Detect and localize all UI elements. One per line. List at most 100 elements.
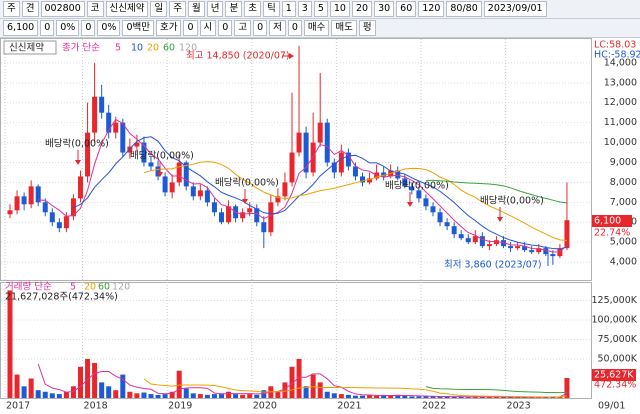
toolbar-item[interactable]: 매수 (303, 20, 330, 36)
toolbar-item[interactable]: 틱 (262, 1, 280, 17)
candle-body (106, 112, 112, 133)
toolbar-item[interactable]: 고 (234, 20, 252, 36)
y-tick-label: 4,000 (610, 257, 637, 268)
volume-moving-average (143, 378, 568, 398)
toolbar-item[interactable]: 5 (313, 1, 328, 17)
candle-body (183, 162, 189, 187)
volume-bar (92, 362, 98, 398)
dividend-label: 배당락(0,00%) (215, 177, 279, 189)
candle-body (536, 248, 542, 253)
candle-body (148, 162, 154, 167)
candle-body (155, 166, 161, 177)
toolbar-item[interactable]: 호가 (155, 20, 182, 36)
toolbar-item[interactable]: 10 (329, 1, 350, 17)
toolbar-item[interactable]: 초 (244, 1, 261, 17)
toolbar-item[interactable]: 002800 (40, 1, 85, 17)
candle-body (402, 178, 408, 187)
candle-body (49, 212, 55, 223)
toolbar-item[interactable]: 20 (351, 1, 373, 17)
candle-body (268, 202, 274, 233)
toolbar-item[interactable]: 년 (206, 1, 224, 17)
dividend-label: 배당락(0,00%) (45, 138, 109, 150)
volume-bar (437, 396, 443, 398)
volume-bar (416, 396, 422, 398)
toolbar-item[interactable]: 0% (56, 20, 80, 36)
candle-body (7, 210, 13, 215)
toolbar-item[interactable]: 1 (281, 1, 296, 17)
toolbar-item[interactable]: 0 (218, 20, 233, 36)
toolbar-item[interactable]: 일 (150, 1, 168, 17)
arrow-head (157, 172, 163, 177)
candle-body (564, 220, 570, 249)
volume-bar (444, 396, 450, 398)
legend-item: 5 (70, 282, 76, 293)
toolbar-item[interactable]: 0 (253, 20, 268, 36)
moving-average (38, 118, 568, 253)
volume-bar (56, 394, 62, 398)
dividend-label: 배당락(0,00%) (130, 150, 194, 162)
toolbar-item[interactable]: 0 (40, 20, 55, 36)
candle-body (529, 250, 535, 253)
toolbar-item[interactable]: 60 (396, 1, 417, 17)
toolbar-item[interactable]: 시 (199, 20, 217, 36)
toolbar-row: 주 견 002800 코 신신제약 일 주 월 년 분 초 틱 1 3 5 10 20 30 60 120 80/80 2… (0, 0, 640, 19)
toolbar-item[interactable]: 펑 (358, 20, 376, 36)
candle-body (134, 142, 140, 147)
candle-body (240, 212, 246, 219)
volume-bar (374, 395, 380, 398)
toolbar-item[interactable]: 80/80 (446, 1, 482, 17)
volume-bar (211, 394, 217, 398)
toolbar-item[interactable]: 0% (97, 20, 121, 36)
volume-bar (78, 366, 83, 398)
toolbar-item[interactable]: 0 (183, 20, 198, 36)
toolbar-item[interactable]: 저 (269, 20, 286, 36)
y-tick-label: 125,000K (591, 295, 637, 306)
toolbar-item[interactable]: 0 (287, 20, 302, 36)
candle-body (85, 132, 91, 177)
moving-average (73, 136, 568, 250)
dividend-label: 배당락(0,00%) (385, 180, 449, 192)
toolbar-item[interactable]: 0 (81, 20, 96, 36)
toolbar-item[interactable]: 코 (86, 1, 104, 17)
arrow-head (242, 199, 248, 204)
toolbar-item[interactable]: 3 (297, 1, 312, 17)
y-tick-label: 75,000K (598, 334, 638, 345)
x-tick-label: 2021 (337, 401, 361, 412)
candle-body (275, 196, 281, 203)
toolbar-item[interactable]: 주 (169, 1, 186, 17)
candle-body (501, 240, 506, 247)
volume-bar (352, 395, 358, 398)
right-label: 25,627K (594, 370, 634, 381)
toolbar-item[interactable]: 매도 (331, 20, 357, 36)
toolbar-item[interactable]: 6,100 (3, 20, 39, 36)
legend-item: 120 (179, 43, 197, 54)
toolbar-item[interactable]: 30 (374, 1, 395, 17)
candle-body (324, 122, 330, 163)
quote-row: 6,100 0 0% 0 0% 0백만 호가 0 시 0 고 0 저 0 매수 매도 펑 (0, 19, 640, 38)
y-tick-label: 9,000 (610, 157, 637, 168)
volume-bar (204, 394, 210, 398)
toolbar-item[interactable]: 신신제약 (105, 1, 149, 17)
candle-body (367, 178, 373, 183)
price-tag (592, 215, 632, 227)
candle-body (352, 166, 358, 177)
volume-bar (451, 396, 457, 398)
toolbar-item[interactable]: 2023/09/01 (483, 1, 547, 17)
candle-body (479, 236, 485, 247)
candle-body (550, 254, 556, 257)
y-tick-label: 10,000 (604, 137, 637, 148)
volume-bar (423, 396, 429, 398)
candle-body (254, 208, 260, 223)
candle-body (508, 246, 514, 249)
toolbar-item[interactable]: 0백만 (122, 20, 154, 36)
toolbar-item[interactable]: 월 (187, 1, 205, 17)
toolbar-item[interactable]: 주 (3, 1, 20, 17)
toolbar-item[interactable]: 견 (21, 1, 39, 17)
right-label: HC:-58.92 (594, 50, 640, 61)
y-tick-label: 100,000K (591, 315, 637, 326)
toolbar-item[interactable]: 분 (225, 1, 243, 17)
candle-body (219, 212, 224, 223)
volume-bar (134, 393, 140, 398)
toolbar-item[interactable]: 120 (418, 1, 445, 17)
volume-bar (367, 394, 373, 398)
